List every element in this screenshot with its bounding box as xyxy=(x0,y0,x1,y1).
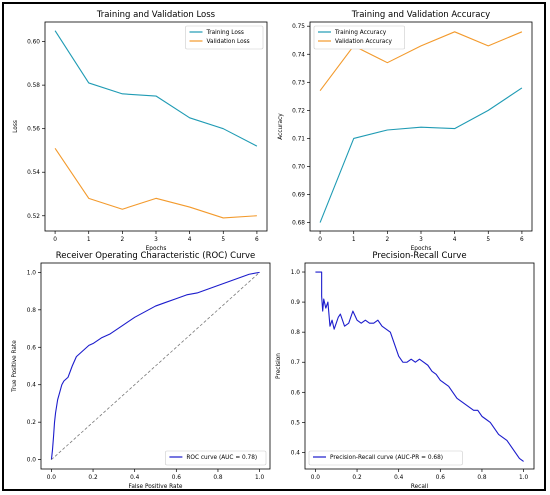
chart-title: Training and Validation Loss xyxy=(96,10,216,20)
plot-area xyxy=(40,262,271,470)
chart-panel-2: Training and Validation Accuracy 0 1 2 3 4 5 6 0… xyxy=(278,10,533,252)
y-tick-label: 0.56 xyxy=(27,127,40,133)
x-tick-label: 0.0 xyxy=(311,475,321,481)
series-line-1 xyxy=(54,30,258,147)
series-line-1 xyxy=(50,271,260,460)
y-tick-label: 0.2 xyxy=(27,420,37,426)
y-tick-label: 0.4 xyxy=(27,383,37,389)
legend-box xyxy=(165,450,267,466)
y-axis-label: Precision xyxy=(276,353,282,379)
legend-label: Training Accuracy xyxy=(334,30,387,36)
y-tick-label: 0.8 xyxy=(27,308,37,314)
y-tick-label: 0.9 xyxy=(291,300,301,306)
y-axis-label: True Positive Rate xyxy=(12,340,18,393)
y-tick-label: 0.69 xyxy=(292,193,305,199)
x-axis-label: Epochs xyxy=(146,246,167,252)
legend-label: Validation Accuracy xyxy=(335,39,393,45)
legend: Training Accuracy Validation Accuracy xyxy=(313,25,405,50)
x-tick-label: 5 xyxy=(221,237,225,243)
x-tick-label: 5 xyxy=(486,237,490,243)
y-tick-label: 1.0 xyxy=(27,270,37,276)
x-tick-label: 2 xyxy=(386,237,390,243)
y-tick-label: 1.0 xyxy=(291,270,301,276)
y-tick-label: 0.72 xyxy=(292,108,305,114)
x-tick-label: 1 xyxy=(352,237,356,243)
x-tick-label: 0.6 xyxy=(436,475,446,481)
x-tick-label: 3 xyxy=(154,237,158,243)
y-tick-label: 0.71 xyxy=(292,136,305,142)
y-tick-label: 0.0 xyxy=(27,458,37,464)
y-tick-label: 0.54 xyxy=(27,170,40,176)
plot-area xyxy=(304,262,535,470)
y-tick-label: 0.75 xyxy=(292,24,305,30)
y-tick-label: 0.4 xyxy=(291,450,301,456)
legend-label: Validation Loss xyxy=(207,39,250,45)
x-tick-label: 2 xyxy=(121,237,125,243)
x-tick-label: 0.2 xyxy=(88,475,98,481)
x-tick-label: 0.4 xyxy=(130,475,140,481)
legend: Training Loss Validation Loss xyxy=(185,25,264,50)
chart-panel-3: Receiver Operating Characteristic (ROC) … xyxy=(12,251,271,490)
y-tick-label: 0.70 xyxy=(292,164,305,170)
x-tick-label: 3 xyxy=(419,237,423,243)
chart-title: Receiver Operating Characteristic (ROC) … xyxy=(56,251,255,261)
x-axis-label: Recall xyxy=(411,484,429,490)
x-tick-label: 6 xyxy=(520,237,524,243)
y-tick-label: 0.60 xyxy=(27,40,40,46)
legend-box xyxy=(308,450,463,466)
x-tick-label: 0 xyxy=(53,237,57,243)
legend-label: ROC curve (AUC = 0.78) xyxy=(186,455,257,461)
y-tick-label: 0.6 xyxy=(27,345,37,351)
legend: Precision-Recall curve (AUC-PR = 0.68) xyxy=(308,450,463,466)
x-tick-label: 0.4 xyxy=(394,475,404,481)
x-tick-label: 1.0 xyxy=(519,475,529,481)
y-axis-label: Loss xyxy=(13,120,19,133)
series-line-1 xyxy=(315,271,524,462)
plot-area xyxy=(44,21,268,232)
x-tick-label: 0.0 xyxy=(47,475,57,481)
x-tick-label: 4 xyxy=(188,237,192,243)
legend: ROC curve (AUC = 0.78) xyxy=(165,450,267,466)
y-tick-label: 0.58 xyxy=(27,83,40,89)
chart-panel-1: Training and Validation Loss 0 1 2 3 4 5 6 0.52 0… xyxy=(13,10,268,252)
plot-area xyxy=(309,21,533,232)
x-tick-label: 1 xyxy=(87,237,91,243)
y-axis-label: Accuracy xyxy=(278,113,284,140)
y-tick-label: 0.6 xyxy=(291,390,301,396)
legend-label: Precision-Recall curve (AUC-PR = 0.68) xyxy=(330,455,443,461)
legend-box xyxy=(185,25,264,50)
y-tick-label: 0.7 xyxy=(291,360,301,366)
x-tick-label: 0.6 xyxy=(172,475,182,481)
x-tick-label: 0 xyxy=(318,237,322,243)
x-tick-label: 0.8 xyxy=(477,475,487,481)
x-tick-label: 4 xyxy=(453,237,457,243)
y-tick-label: 0.74 xyxy=(292,52,305,58)
series-line-2 xyxy=(54,147,257,219)
x-axis-label: False Positive Rate xyxy=(129,484,183,490)
legend-box xyxy=(313,25,405,50)
x-tick-label: 0.8 xyxy=(213,475,223,481)
x-axis-label: Epochs xyxy=(411,246,432,252)
series-line-1 xyxy=(319,87,523,223)
chart-panel-4: Precision-Recall Curve 0.0 0.2 0.4 0.6 0.8 1.0… xyxy=(276,251,535,490)
x-tick-label: 6 xyxy=(255,237,259,243)
figure-frame xyxy=(2,2,546,491)
y-tick-label: 0.73 xyxy=(292,80,305,86)
diagonal-reference-line xyxy=(51,272,260,460)
y-tick-label: 0.52 xyxy=(27,214,40,220)
legend-label: Training Loss xyxy=(206,30,244,36)
y-tick-label: 0.5 xyxy=(291,420,301,426)
x-tick-label: 0.2 xyxy=(352,475,362,481)
chart-title: Precision-Recall Curve xyxy=(372,251,466,261)
chart-title: Training and Validation Accuracy xyxy=(351,10,490,20)
x-tick-label: 1.0 xyxy=(255,475,265,481)
y-tick-label: 0.68 xyxy=(292,221,305,227)
y-tick-label: 0.8 xyxy=(291,330,301,336)
